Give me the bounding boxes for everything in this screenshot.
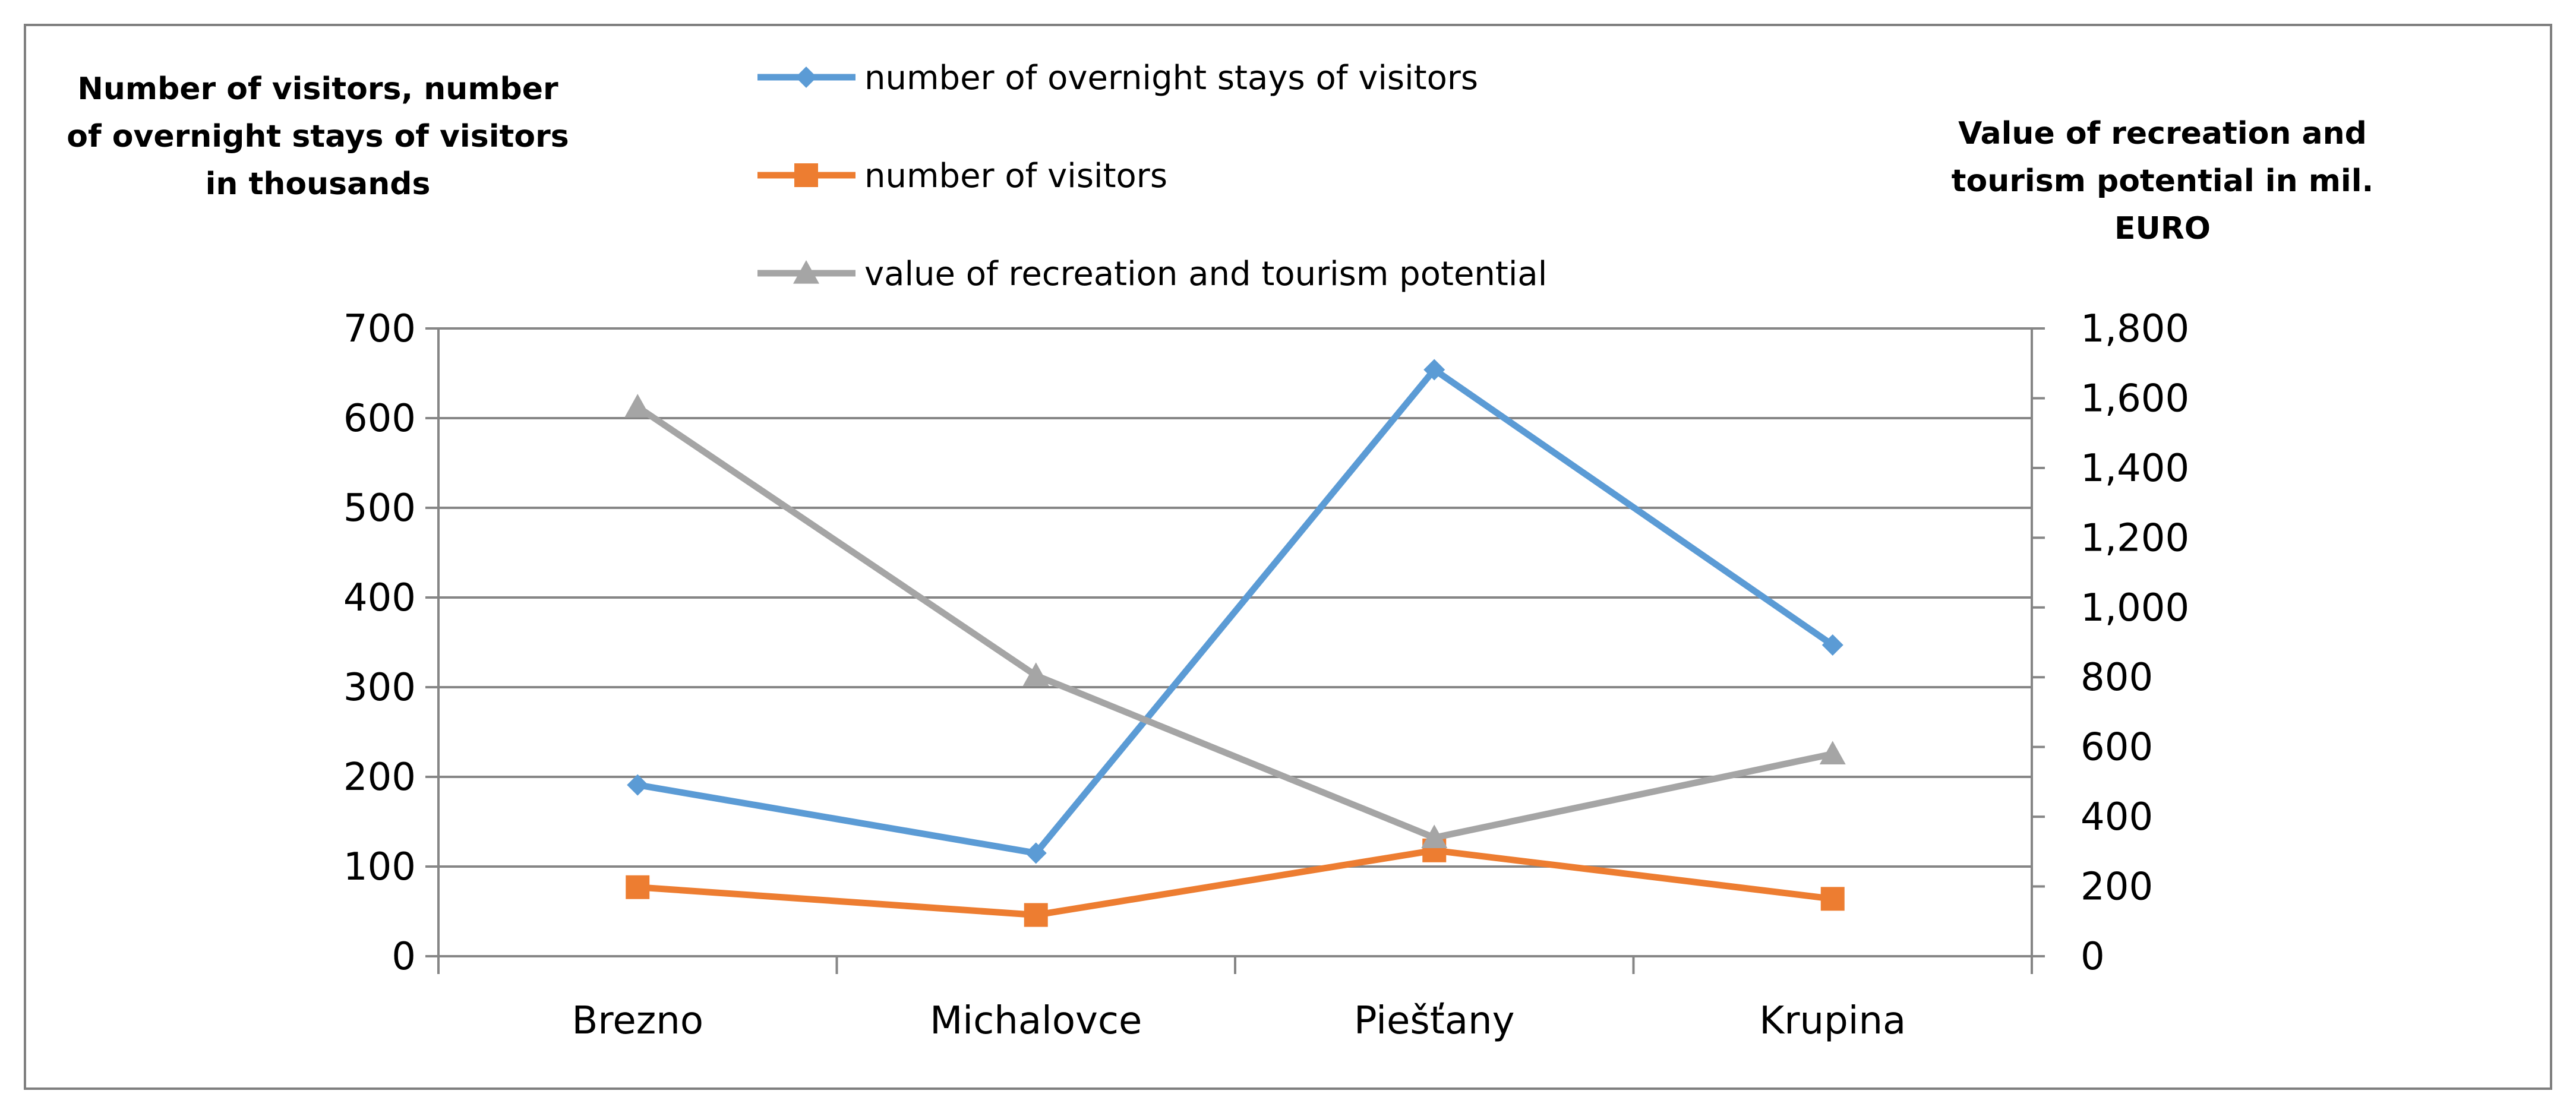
left-tick-label: 700 — [343, 307, 416, 351]
category-label: Piešťany — [1354, 999, 1514, 1043]
series-line-1 — [637, 366, 1835, 856]
series-line-3 — [636, 404, 1833, 841]
right-axis-title-line-3: EURO — [2114, 211, 2211, 246]
data-point-series-3 — [1421, 824, 1448, 848]
legend-label-2: number of visitors — [864, 157, 1167, 195]
right-tick-label: 1,800 — [2081, 307, 2189, 351]
left-tick-label: 0 — [392, 935, 416, 979]
left-tick-label: 500 — [343, 486, 416, 530]
category-label: Michalovce — [930, 999, 1142, 1043]
legend-marker-1 — [795, 67, 817, 88]
left-axis-title-line-2: of overnight stays of visitors — [67, 119, 569, 154]
right-tick-label: 400 — [2081, 795, 2153, 839]
data-point-series-3 — [1819, 741, 1846, 765]
data-point-series-2 — [1820, 887, 1845, 911]
data-point-series-3 — [624, 394, 651, 418]
legend-marker-2 — [794, 163, 818, 187]
right-tick-label: 1,000 — [2081, 586, 2189, 630]
left-tick-label: 600 — [343, 397, 416, 441]
legend-marker-3 — [793, 260, 819, 284]
left-tick-label: 400 — [343, 576, 416, 620]
right-tick-label: 1,200 — [2081, 516, 2189, 560]
left-tick-label: 200 — [343, 755, 416, 799]
right-tick-label: 1,400 — [2081, 447, 2189, 491]
right-tick-label: 600 — [2081, 726, 2153, 770]
left-tick-label: 100 — [343, 845, 416, 889]
category-label: Brezno — [572, 999, 704, 1043]
right-axis-title-line-2: tourism potential in mil. — [1951, 163, 2374, 199]
left-tick-label: 300 — [343, 666, 416, 710]
legend-label-1: number of overnight stays of visitors — [864, 59, 1478, 97]
right-axis-title-line-1: Value of recreation and — [1958, 116, 2367, 151]
right-axis-title: Value of recreation and tourism potentia… — [1925, 110, 2400, 252]
left-axis-title-line-1: Number of visitors, number — [77, 71, 558, 107]
category-label: Krupina — [1759, 999, 1906, 1043]
data-point-series-2 — [1024, 903, 1048, 927]
data-point-series-1 — [1821, 634, 1843, 656]
right-tick-label: 800 — [2081, 656, 2153, 700]
right-tick-label: 200 — [2081, 865, 2153, 909]
series-line-2 — [637, 847, 1833, 919]
data-point-series-1 — [1423, 359, 1445, 381]
chart-frame — [24, 24, 2552, 1090]
right-tick-label: 0 — [2081, 935, 2105, 979]
legend-label-3: value of recreation and tourism potentia… — [864, 255, 1547, 293]
left-axis-title: Number of visitors, number of overnight … — [59, 65, 576, 208]
right-tick-label: 1,600 — [2081, 377, 2189, 421]
data-point-series-1 — [1025, 842, 1047, 864]
data-point-series-1 — [627, 774, 649, 796]
data-point-series-3 — [1022, 662, 1049, 686]
left-axis-title-line-3: in thousands — [205, 166, 431, 202]
data-point-series-2 — [626, 875, 650, 899]
